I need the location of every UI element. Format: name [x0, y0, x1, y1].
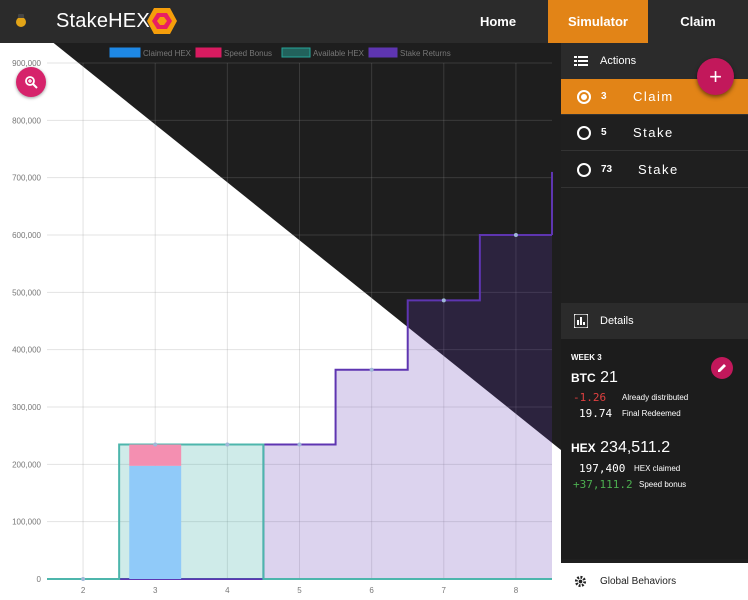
x-tick-label: 7 — [442, 586, 447, 595]
btc-redeemed-value: 19.74 — [579, 407, 613, 420]
btc-row: -1.26 Already distributed — [573, 391, 688, 404]
hex-claimed-label: HEX claimed — [634, 464, 681, 473]
legend-label: Speed Bonus — [224, 49, 272, 58]
btc-redeemed-label: Final Redeemed — [622, 409, 681, 418]
y-tick-label: 300,000 — [12, 403, 41, 412]
nav-home[interactable]: Home — [479, 14, 517, 29]
y-tick-label: 600,000 — [12, 231, 41, 240]
action-item-stake-2[interactable]: 73 Stake — [561, 152, 748, 188]
action-item-stake[interactable]: 5 Stake — [561, 115, 748, 151]
pencil-icon — [718, 364, 726, 372]
x-tick-label: 4 — [225, 586, 230, 595]
action-week: 3 — [601, 91, 607, 102]
plus-icon: + — [709, 63, 722, 89]
radio-icon[interactable] — [577, 163, 591, 177]
btc-distributed-label: Already distributed — [622, 393, 689, 402]
add-action-button[interactable]: + — [697, 58, 734, 95]
hex-label: HEX — [571, 441, 596, 455]
details-title: Details — [600, 315, 634, 327]
action-week: 5 — [601, 127, 607, 138]
week-label: WEEK 3 — [571, 353, 602, 362]
zoom-button[interactable] — [16, 67, 46, 97]
legend-swatch — [195, 47, 222, 58]
zoom-in-icon — [25, 76, 38, 89]
top-bar: StakeHEX Home Simulator Claim — [0, 0, 748, 43]
legend-swatch — [368, 47, 398, 58]
series-available-hex-line — [47, 443, 552, 580]
data-point — [297, 442, 302, 447]
legend-label: Claimed HEX — [143, 49, 192, 58]
legend-label: Stake Returns — [400, 49, 451, 58]
legend-swatch — [109, 47, 141, 58]
action-type: Stake — [633, 125, 674, 140]
hex-bonus-label: Speed bonus — [639, 480, 687, 489]
global-behaviors-button[interactable]: Global Behaviors — [561, 563, 748, 600]
edit-button[interactable] — [711, 357, 733, 379]
btc-total: BTC 21 — [571, 369, 618, 387]
y-tick-label: 100,000 — [12, 518, 41, 527]
lamp-icon — [16, 14, 26, 27]
series-stake-returns-area — [47, 235, 552, 579]
y-tick-label: 500,000 — [12, 288, 41, 297]
x-tick-label: 2 — [81, 586, 86, 595]
y-tick-label: 400,000 — [12, 346, 41, 355]
bar-speed-bonus — [129, 444, 182, 466]
radio-selected-icon[interactable] — [577, 90, 591, 104]
btc-row: 19.74 Final Redeemed — [579, 407, 681, 420]
hex-row: +37,111.2 Speed bonus — [573, 478, 686, 491]
y-tick-label: 0 — [37, 575, 42, 584]
legend-swatch — [281, 47, 311, 58]
btc-distributed-value: -1.26 — [573, 391, 607, 404]
details-header: Details — [561, 303, 748, 339]
side-panel: Actions + 3 Claim 5 Stake 73 Stake Detai… — [561, 43, 748, 600]
y-tick-label: 700,000 — [12, 174, 41, 183]
brand-title[interactable]: StakeHEX — [56, 10, 150, 32]
actions-title: Actions — [600, 55, 637, 67]
y-tick-label: 200,000 — [12, 460, 41, 469]
data-point — [153, 442, 158, 447]
btc-value: 21 — [600, 369, 618, 386]
data-point — [369, 367, 374, 372]
gear-icon — [574, 575, 587, 588]
data-point — [441, 298, 446, 303]
hex-claimed-value: 197,400 — [579, 462, 626, 475]
bar-claimed-hex — [129, 465, 182, 579]
action-type: Claim — [633, 89, 674, 104]
data-point — [513, 233, 518, 237]
hex-total: HEX 234,511.2 — [571, 439, 670, 457]
x-tick-label: 6 — [369, 586, 374, 595]
y-tick-label: 800,000 — [12, 116, 41, 125]
hex-logo-icon — [147, 8, 177, 34]
data-point — [225, 442, 230, 447]
x-tick-label: 8 — [514, 586, 519, 595]
global-behaviors-label: Global Behaviors — [600, 576, 677, 587]
bar-chart-icon — [574, 314, 588, 328]
x-tick-label: 5 — [297, 586, 302, 595]
radio-icon[interactable] — [577, 126, 591, 140]
legend-label: Available HEX — [313, 49, 365, 58]
list-icon — [574, 56, 588, 66]
data-point — [81, 577, 86, 581]
hex-row: 197,400 HEX claimed — [579, 462, 680, 475]
details-card: WEEK 3 BTC 21 -1.26 Already distributed … — [561, 339, 748, 559]
hex-bonus-value: +37,111.2 — [573, 478, 633, 491]
hex-value: 234,511.2 — [600, 439, 671, 456]
returns-chart[interactable]: 0 100,000 200,000 300,000 400,000 500,000 600,… — [0, 43, 561, 600]
y-tick-label: 900,000 — [12, 59, 41, 68]
btc-label: BTC — [571, 371, 596, 385]
action-week: 73 — [601, 164, 613, 175]
nav-simulator[interactable]: Simulator — [548, 0, 648, 43]
action-type: Stake — [638, 162, 679, 177]
x-tick-label: 3 — [153, 586, 158, 595]
nav-claim[interactable]: Claim — [680, 14, 716, 29]
